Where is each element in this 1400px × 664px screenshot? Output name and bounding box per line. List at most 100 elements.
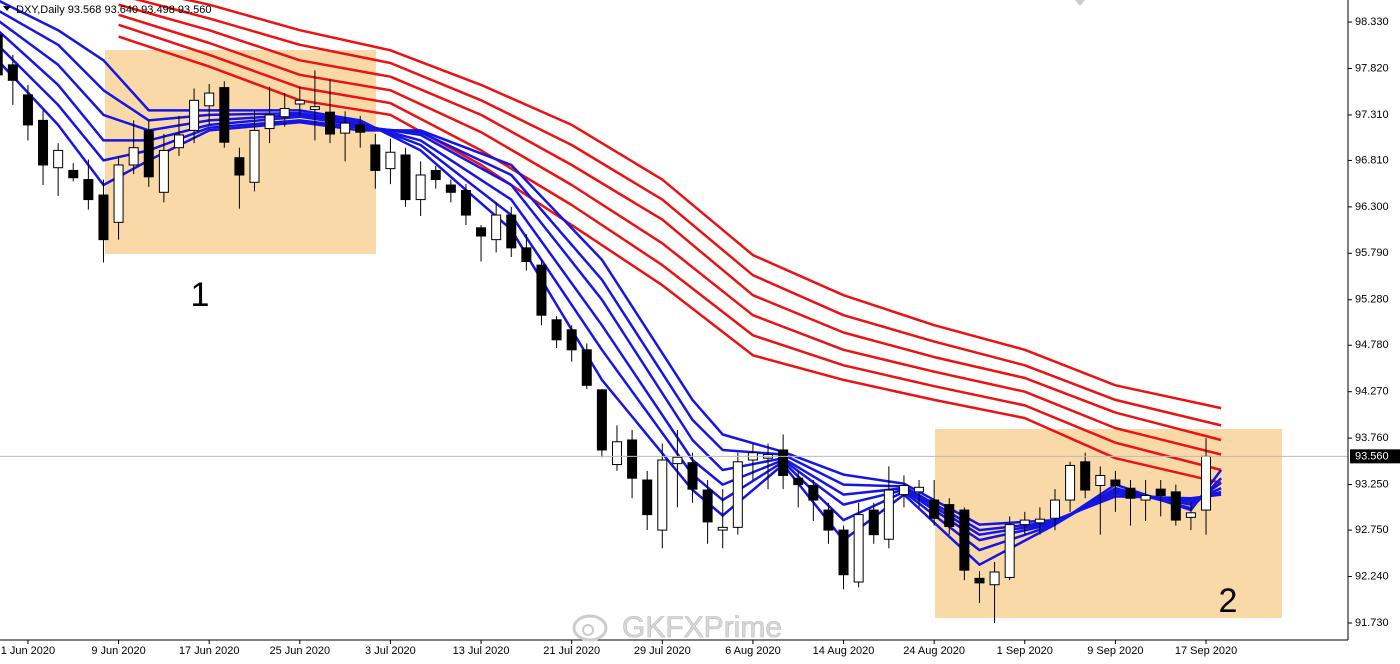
candle-body [1201,455,1212,511]
candle-body [959,509,970,571]
annotation: 2 [1219,582,1238,620]
candle-body [0,34,3,76]
moving-average-line [118,3,1222,442]
candle-body [1019,519,1030,526]
candle-body [279,108,290,118]
candle-body [400,154,411,201]
chart-header: DXY,Daily 93.568 93.640 93.498 93.560 [16,4,212,16]
candle-body [838,529,849,576]
x-tick-label: 14 Aug 2020 [813,645,875,657]
candle-body [853,514,864,583]
y-tick-label: 94.780 [1355,339,1389,351]
y-tick-label: 93.760 [1355,432,1389,444]
moving-average-line [0,10,1222,552]
candle-body [1185,512,1196,518]
watermark: GKFXPrime [622,611,782,644]
watermark-icon [572,614,608,642]
candle-body [778,449,789,476]
candle-body [1155,488,1166,497]
candle-body [219,87,230,143]
y-tick-label: 98.330 [1355,16,1389,28]
y-tick-label: 95.790 [1355,247,1389,259]
moving-average-line [118,13,1222,456]
candle-body [566,329,577,351]
x-tick-label: 1 Jun 2020 [1,645,55,657]
candle-body [370,144,381,171]
candle-body [868,509,879,536]
candle-body [325,111,336,135]
candle-body [445,184,456,193]
y-tick-label: 97.820 [1355,62,1389,74]
candle-body [1125,487,1136,499]
candle-body [7,64,18,81]
candle-body [98,194,109,241]
candle-body [1110,479,1121,486]
candle-body [264,114,275,130]
x-tick-label: 3 Jul 2020 [365,645,416,657]
candle-body [1095,474,1106,486]
candle-body [234,157,245,176]
candle-body [687,462,698,490]
y-tick-label: 96.810 [1355,154,1389,166]
candle-body [521,247,532,262]
menu-arrow[interactable] [3,6,11,11]
candle-body [672,456,683,465]
candle-body [898,484,909,496]
candle-body [914,486,925,493]
moving-average-line [182,0,1222,410]
candle-body [491,214,502,241]
candle-body [128,147,139,166]
candle-body [249,129,260,183]
current-price-label: 93.560 [1355,450,1389,462]
candle-body [702,489,713,523]
plot-area [0,0,1348,623]
candle-body [611,441,622,466]
candle-body [1065,464,1076,501]
candle-body [1080,461,1091,491]
x-tick-label: 24 Aug 2020 [903,645,965,657]
candle-body [596,389,607,451]
candle-body [929,499,940,519]
candle-body [1034,518,1045,524]
y-tick-label: 92.750 [1355,524,1389,536]
candle-body [732,461,743,528]
candle-body [22,94,33,126]
candle-body [38,119,49,166]
candle-body [808,484,819,501]
x-tick-label: 1 Sep 2020 [997,645,1053,657]
candle-body [551,319,562,341]
y-tick-label: 92.240 [1355,570,1389,582]
candle-body [113,164,124,223]
candle-body [415,174,426,201]
y-tick-label: 91.730 [1355,617,1389,629]
candle-body [506,214,517,249]
current-price-tag [1350,449,1400,464]
y-tick-label: 95.280 [1355,294,1389,306]
candle-body [204,92,215,107]
x-tick-label: 29 Jul 2020 [634,645,691,657]
candle-body [883,489,894,540]
candle-body [823,509,834,531]
candle-body [294,99,305,105]
candle-body [355,124,366,133]
candle-body [1004,524,1015,578]
candle-body [189,99,200,131]
candle-body [627,439,638,479]
candle-body [581,349,592,386]
candle-body [340,122,351,134]
candle-body [989,571,1000,586]
x-tick-label: 9 Sep 2020 [1087,645,1143,657]
candle-body [536,264,547,316]
x-tick-label: 21 Jul 2020 [543,645,600,657]
x-tick-label: 17 Sep 2020 [1175,645,1237,657]
candle-body [1170,491,1181,521]
y-tick-label: 97.310 [1355,109,1389,121]
candle-body [793,477,804,486]
y-tick-label: 94.270 [1355,386,1389,398]
x-tick-label: 9 Jun 2020 [91,645,145,657]
candle-body [476,227,487,237]
candle-body [143,129,154,178]
moving-average-line [0,30,1222,536]
candle-body [309,106,320,110]
